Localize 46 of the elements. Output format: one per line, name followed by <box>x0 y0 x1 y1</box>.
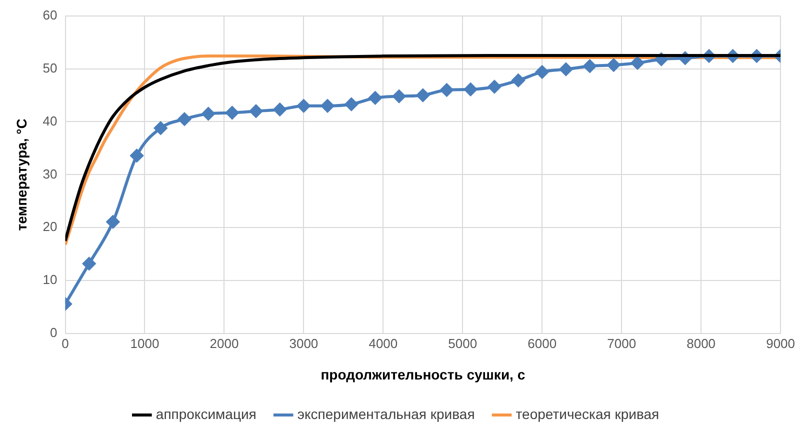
point <box>630 56 644 70</box>
point <box>178 112 191 126</box>
x-tick-label: 6000 <box>528 336 557 351</box>
point <box>226 106 239 120</box>
point <box>512 74 525 87</box>
point <box>440 83 454 96</box>
y-tick-label: 30 <box>42 166 58 182</box>
y-tick-label: 40 <box>42 113 58 128</box>
point <box>321 99 334 112</box>
y-tick-label: 60 <box>42 7 58 22</box>
point <box>416 88 430 102</box>
point <box>583 60 596 73</box>
x-axis-title: продолжительность сушки, с <box>320 366 526 382</box>
x-tick-label: 9000 <box>766 336 795 351</box>
point <box>536 65 549 78</box>
x-tick-label: 2000 <box>210 336 239 351</box>
x-tick-label: 8000 <box>686 336 716 351</box>
y-tick-label: 10 <box>42 272 58 288</box>
point <box>130 149 144 162</box>
legend-label: экспериментальная кривая <box>297 406 475 422</box>
point <box>297 99 310 112</box>
y-tick-label: 0 <box>50 325 58 340</box>
x-tick-label: 5000 <box>448 336 478 351</box>
x-tick-label: 0 <box>62 336 69 351</box>
point <box>488 80 501 94</box>
point <box>202 107 215 120</box>
point <box>250 104 262 118</box>
y-axis-title: температура, °C <box>13 118 30 231</box>
point <box>82 257 96 270</box>
point <box>392 90 406 103</box>
x-tick-label: 3000 <box>289 336 318 351</box>
legend-label: теоретическая кривая <box>516 406 660 422</box>
point <box>154 122 168 135</box>
x-tick-label: 4000 <box>368 336 398 351</box>
point <box>607 58 620 72</box>
point <box>106 215 120 228</box>
x-tick-label: 1000 <box>130 336 160 351</box>
point <box>368 91 382 104</box>
point <box>559 62 572 76</box>
point <box>464 82 478 96</box>
y-tick-label: 20 <box>42 219 58 234</box>
point <box>273 103 286 116</box>
point <box>344 98 358 111</box>
legend-label: аппроксимация <box>156 406 256 422</box>
x-tick-label: 7000 <box>607 336 636 351</box>
y-tick-label: 50 <box>42 60 58 76</box>
